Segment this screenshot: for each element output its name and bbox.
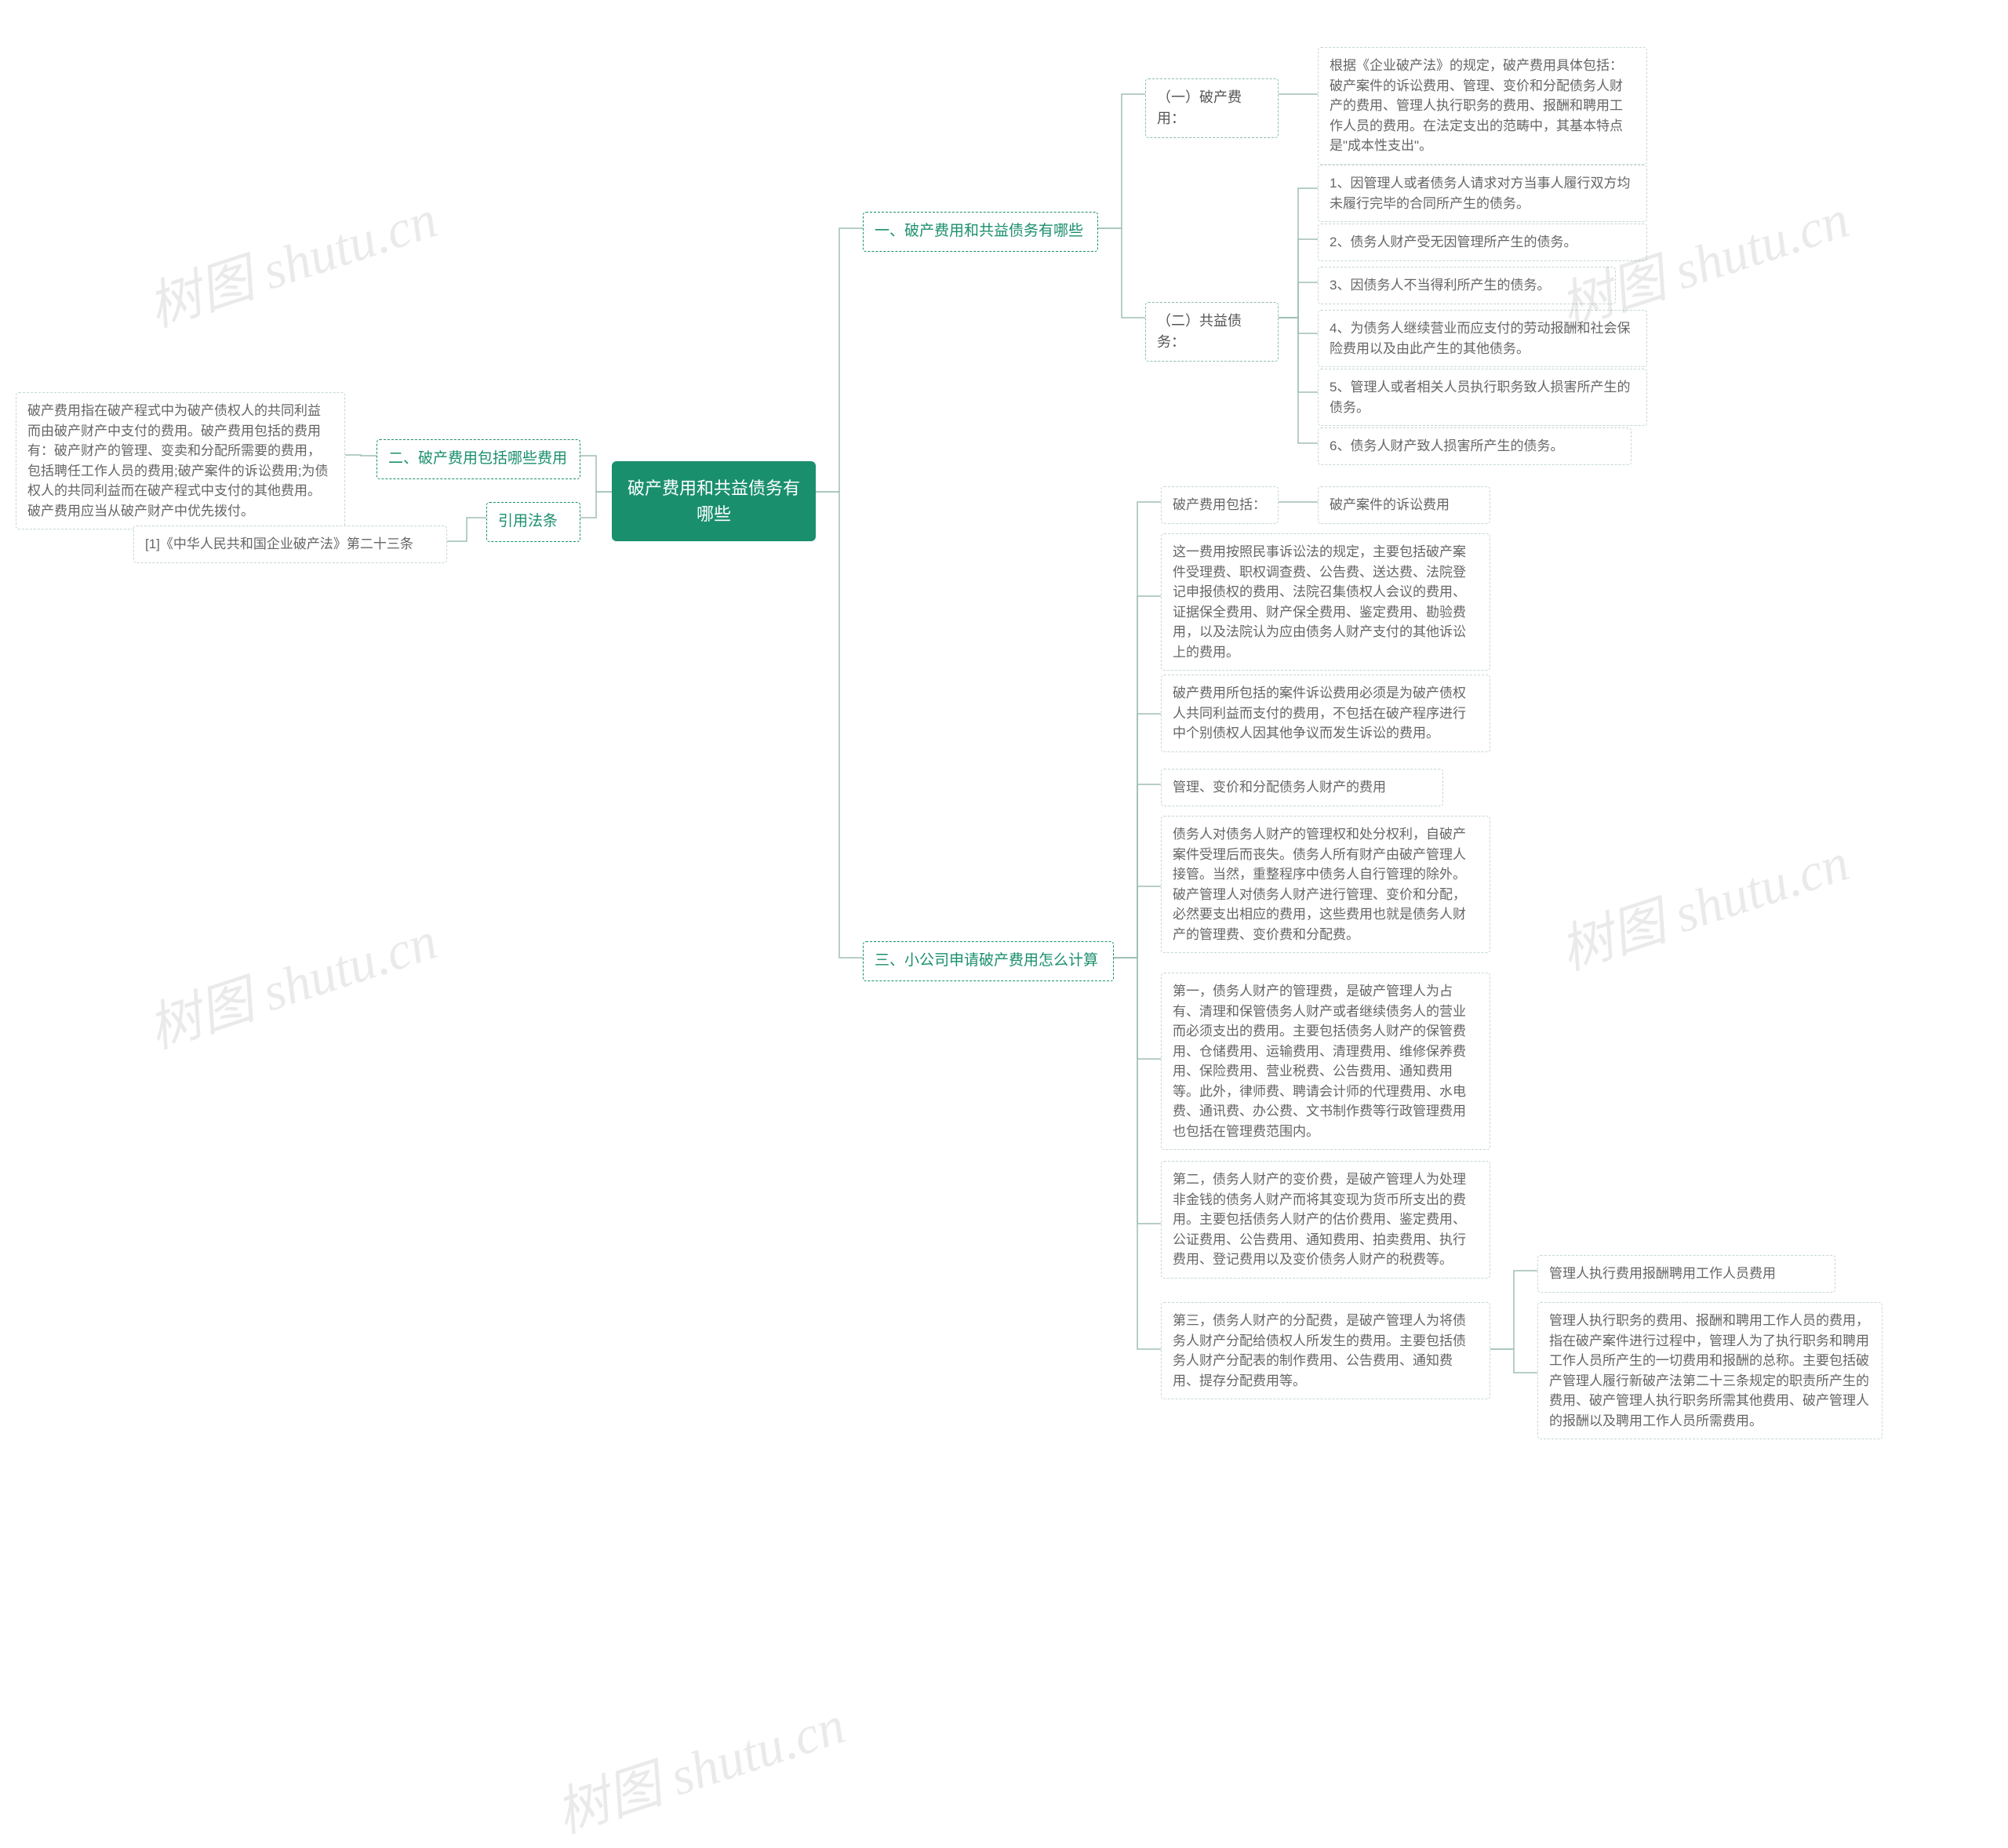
section-node[interactable]: 引用法条	[486, 502, 580, 542]
watermark: 树图 shutu.cn	[136, 175, 445, 341]
leaf-node[interactable]: 这一费用按照民事诉讼法的规定，主要包括破产案件受理费、职权调查费、公告费、送达费…	[1161, 533, 1490, 671]
watermark: 树图 shutu.cn	[1548, 818, 1857, 984]
leaf-node[interactable]: 破产案件的诉讼费用	[1318, 486, 1490, 524]
leaf-node[interactable]: [1]《中华人民共和国企业破产法》第二十三条	[133, 526, 447, 563]
leaf-node[interactable]: 4、为债务人继续营业而应支付的劳动报酬和社会保险费用以及由此产生的其他债务。	[1318, 310, 1647, 367]
leaf-node[interactable]: 破产费用指在破产程式中为破产债权人的共同利益而由破产财产中支付的费用。破产费用包…	[16, 392, 345, 529]
leaf-node[interactable]: 破产费用所包括的案件诉讼费用必须是为破产债权人共同利益而支付的费用，不包括在破产…	[1161, 675, 1490, 752]
root-node[interactable]: 破产费用和共益债务有哪些	[612, 461, 816, 541]
leaf-node[interactable]: 管理、变价和分配债务人财产的费用	[1161, 769, 1443, 806]
leaf-node[interactable]: 根据《企业破产法》的规定，破产费用具体包括：破产案件的诉讼费用、管理、变价和分配…	[1318, 47, 1647, 165]
sub-node[interactable]: （一）破产费用：	[1145, 78, 1279, 138]
watermark: 树图 shutu.cn	[544, 1681, 853, 1847]
section-node[interactable]: 一、破产费用和共益债务有哪些	[863, 212, 1098, 252]
leaf-node[interactable]: 破产费用包括：	[1161, 486, 1279, 524]
leaf-node[interactable]: 3、因债务人不当得利所产生的债务。	[1318, 267, 1616, 304]
leaf-node[interactable]: 5、管理人或者相关人员执行职务致人损害所产生的债务。	[1318, 369, 1647, 426]
leaf-node[interactable]: 第一，债务人财产的管理费，是破产管理人为占有、清理和保管债务人财产或者继续债务人…	[1161, 973, 1490, 1150]
leaf-node[interactable]: 6、债务人财产致人损害所产生的债务。	[1318, 427, 1632, 465]
section-node[interactable]: 三、小公司申请破产费用怎么计算	[863, 941, 1114, 981]
sub-node[interactable]: （二）共益债务：	[1145, 302, 1279, 362]
leaf-node[interactable]: 第二，债务人财产的变价费，是破产管理人为处理非金钱的债务人财产而将其变现为货币所…	[1161, 1161, 1490, 1279]
connectors-layer	[0, 0, 2008, 1848]
leaf-node[interactable]: 第三，债务人财产的分配费，是破产管理人为将债务人财产分配给债权人所发生的费用。主…	[1161, 1302, 1490, 1399]
leaf-node[interactable]: 管理人执行职务的费用、报酬和聘用工作人员的费用，指在破产案件进行过程中，管理人为…	[1537, 1302, 1882, 1439]
root-label: 破产费用和共益债务有哪些	[628, 478, 800, 524]
section-node[interactable]: 二、破产费用包括哪些费用	[376, 439, 580, 479]
leaf-node[interactable]: 2、债务人财产受无因管理所产生的债务。	[1318, 224, 1647, 261]
mindmap-canvas: 破产费用和共益债务有哪些 一、破产费用和共益债务有哪些 （一）破产费用： 根据《企业…	[0, 0, 2008, 1848]
leaf-node[interactable]: 债务人对债务人财产的管理权和处分权利，自破产案件受理后而丧失。债务人所有财产由破…	[1161, 816, 1490, 953]
watermark: 树图 shutu.cn	[136, 897, 445, 1063]
leaf-node[interactable]: 管理人执行费用报酬聘用工作人员费用	[1537, 1255, 1835, 1293]
leaf-node[interactable]: 1、因管理人或者债务人请求对方当事人履行双方均未履行完毕的合同所产生的债务。	[1318, 165, 1647, 222]
